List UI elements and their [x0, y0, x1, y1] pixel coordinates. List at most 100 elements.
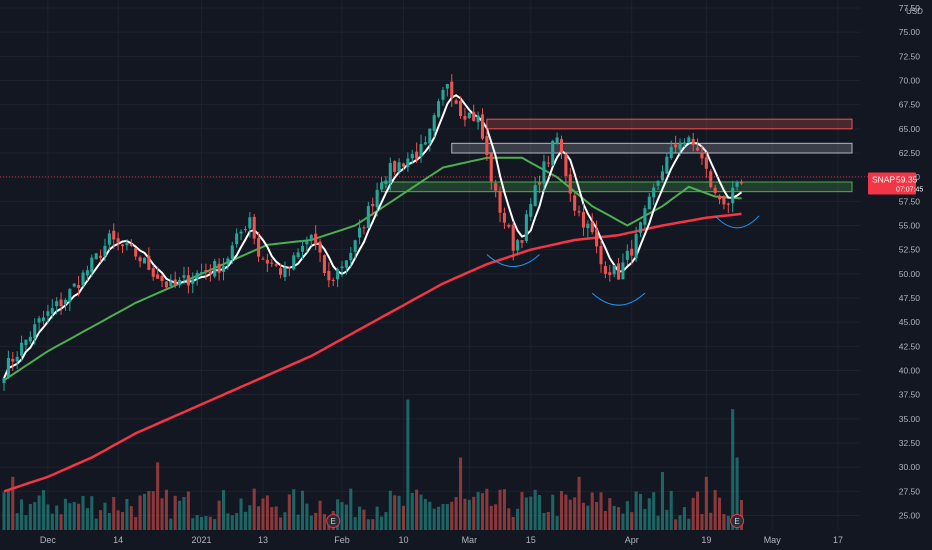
volume-bar — [20, 499, 24, 530]
price-axis[interactable]: 25.00 27.50 30.00 32.50 35.00 37.50 40.00 42.50… — [899, 3, 921, 521]
candle-body — [546, 162, 550, 164]
candle-body — [445, 83, 449, 89]
volume-bar — [494, 504, 498, 530]
time-tick-label: Mar — [462, 535, 478, 545]
candle-body — [353, 240, 357, 252]
volume-bar — [90, 496, 94, 530]
volume-bar — [467, 499, 471, 530]
volume-bar — [314, 512, 318, 530]
volume-bar — [652, 492, 656, 530]
candle-body — [318, 241, 322, 253]
candle-body — [239, 231, 243, 234]
time-axis[interactable]: Dec 14 2021 13 Feb 10 Mar 15 Apr 19 May 17 — [40, 535, 843, 545]
volume-bar — [204, 516, 208, 530]
candle-body — [542, 161, 546, 184]
volume-bar — [15, 513, 19, 530]
volume-bar — [665, 509, 669, 530]
candle-body — [208, 272, 212, 274]
volume-bar — [630, 512, 634, 530]
candle-body — [564, 154, 568, 176]
candle-body — [507, 224, 511, 227]
time-tick-label: 13 — [258, 535, 268, 545]
candle-body — [169, 281, 173, 286]
candle-body — [327, 270, 331, 281]
volume-bar — [472, 496, 476, 530]
volume-bar — [336, 499, 340, 530]
candle-body — [252, 216, 256, 239]
candle-body — [15, 356, 19, 362]
volume-bar — [458, 457, 463, 530]
candle-body — [366, 206, 370, 228]
earnings-marker[interactable] — [730, 514, 745, 528]
volume-bar — [739, 499, 744, 530]
volume-bar — [511, 516, 515, 530]
earnings-marker[interactable] — [326, 514, 341, 528]
volume-bar — [713, 490, 717, 530]
candle-body — [577, 211, 581, 213]
candle-body — [287, 267, 291, 269]
volume-bar — [717, 497, 722, 530]
candle-body — [498, 191, 502, 213]
volume-bar — [322, 514, 326, 530]
candle-body — [164, 281, 168, 288]
zones — [381, 118, 853, 193]
volume-bar — [432, 508, 436, 530]
volume-bar — [480, 493, 485, 530]
volume-bar — [498, 489, 502, 530]
price-tick-label: 72.50 — [899, 51, 921, 61]
time-tick-label: 2021 — [192, 535, 212, 545]
volume-bar — [129, 506, 133, 530]
currency-label: USD — [906, 7, 923, 16]
volume-bar — [103, 502, 107, 530]
candle-body — [415, 151, 419, 159]
candle-body — [72, 283, 76, 287]
volume-bar — [221, 490, 226, 530]
volume-bar — [700, 514, 704, 530]
volume-bar — [656, 515, 660, 530]
candle-body — [551, 140, 555, 166]
candle-body — [717, 195, 722, 200]
price-tick-label: 67.50 — [899, 100, 921, 110]
candle-body — [621, 262, 625, 280]
volume-bar — [41, 490, 46, 530]
candle-body — [687, 137, 691, 144]
candle-body — [476, 115, 480, 123]
candle-body — [94, 253, 98, 260]
volume-bar — [195, 515, 199, 530]
volume-bar — [450, 501, 454, 530]
volume-bar — [362, 509, 366, 530]
candle-body — [178, 279, 182, 286]
candle-body — [660, 171, 664, 181]
volume-bar — [178, 500, 182, 530]
volume-bar — [415, 489, 419, 530]
pattern-arc — [486, 254, 540, 267]
candle-body — [467, 112, 471, 118]
candle-body — [309, 235, 313, 241]
volume-bar — [559, 491, 564, 530]
candle-body — [691, 138, 695, 145]
candle-body — [182, 275, 186, 278]
candle-body — [511, 224, 515, 251]
candle-body — [371, 203, 375, 207]
candle-body — [147, 255, 151, 270]
candle-body — [314, 233, 318, 245]
candle-body — [50, 307, 54, 314]
candle-body — [384, 180, 388, 185]
candle-body — [362, 227, 366, 229]
volume-bar — [735, 457, 739, 530]
volume-bar — [419, 494, 423, 530]
volume-bar — [704, 476, 708, 530]
candle-body — [608, 272, 612, 276]
candle-body — [336, 269, 340, 280]
volume-bar — [551, 494, 555, 530]
candle-body — [437, 101, 441, 117]
candle-body — [682, 142, 686, 144]
price-tick-label: 62.50 — [899, 148, 921, 158]
volume-bar — [318, 500, 322, 530]
candle-body — [116, 238, 120, 243]
volume-bar — [147, 491, 151, 530]
volume-bar — [226, 513, 230, 530]
